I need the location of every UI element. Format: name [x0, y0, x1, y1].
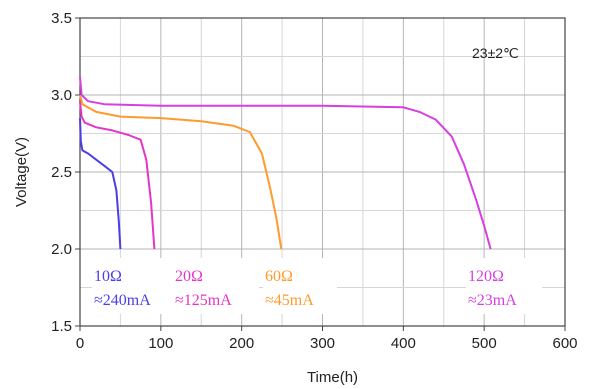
y-axis-label: Voltage(V)	[13, 137, 30, 207]
series-line-3	[79, 76, 492, 250]
y-tick-label: 2.0	[51, 241, 72, 258]
x-axis-ticks: 0 100 200 300 400 500 600	[76, 326, 578, 352]
series-line-2	[79, 94, 283, 250]
x-tick-label: 500	[472, 335, 497, 352]
x-tick-label: 200	[229, 335, 254, 352]
x-tick-label: 600	[552, 335, 577, 352]
series-label-background	[173, 258, 259, 314]
series-line-0	[79, 118, 122, 250]
series-current-label: ≈23mA	[468, 292, 517, 309]
series-label-background	[263, 258, 337, 314]
series-label-background	[92, 258, 174, 314]
y-tick-label: 1.5	[51, 318, 72, 335]
series-current-label: ≈240mA	[94, 292, 151, 309]
series-labels: 10Ω ≈240mA 20Ω ≈125mA 60Ω ≈45mA 120Ω ≈23mA	[92, 258, 542, 314]
y-tick-label: 3.0	[51, 87, 72, 104]
x-tick-label: 100	[148, 335, 173, 352]
x-axis-label: Time(h)	[307, 369, 358, 386]
x-tick-label: 0	[76, 335, 84, 352]
series-resistance-label: 10Ω	[94, 268, 122, 285]
y-tick-label: 3.5	[51, 10, 72, 27]
series-lines	[79, 76, 492, 250]
series-line-1	[79, 101, 156, 250]
series-current-label: ≈45mA	[265, 292, 314, 309]
y-axis-ticks: 1.5 2.0 2.5 3.0 3.5	[51, 10, 80, 335]
series-resistance-label: 120Ω	[468, 268, 504, 285]
y-tick-label: 2.5	[51, 164, 72, 181]
temperature-annotation: 23±2℃	[472, 45, 519, 61]
series-label-background	[466, 258, 542, 314]
x-tick-label: 400	[391, 335, 416, 352]
series-resistance-label: 60Ω	[265, 268, 293, 285]
x-tick-label: 300	[310, 335, 335, 352]
series-resistance-label: 20Ω	[175, 268, 203, 285]
series-current-label: ≈125mA	[175, 292, 232, 309]
